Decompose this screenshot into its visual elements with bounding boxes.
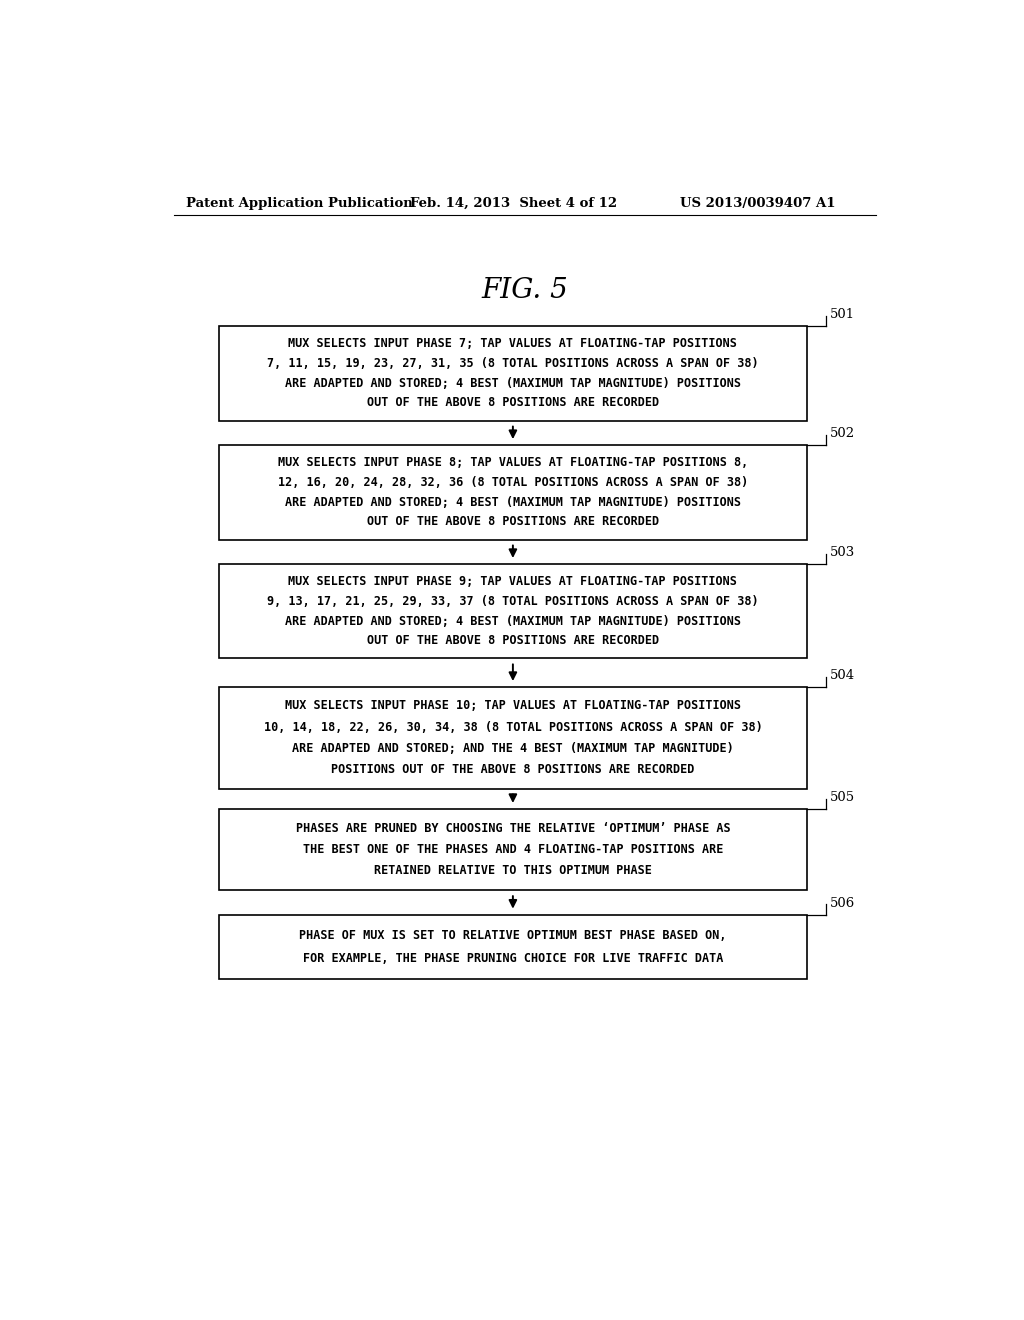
Text: 502: 502 <box>830 426 855 440</box>
Text: POSITIONS OUT OF THE ABOVE 8 POSITIONS ARE RECORDED: POSITIONS OUT OF THE ABOVE 8 POSITIONS A… <box>331 763 694 776</box>
Text: FOR EXAMPLE, THE PHASE PRUNING CHOICE FOR LIVE TRAFFIC DATA: FOR EXAMPLE, THE PHASE PRUNING CHOICE FO… <box>303 952 723 965</box>
Text: ARE ADAPTED AND STORED; 4 BEST (MAXIMUM TAP MAGNITUDE) POSITIONS: ARE ADAPTED AND STORED; 4 BEST (MAXIMUM … <box>285 376 741 389</box>
Bar <box>219 564 807 659</box>
Text: FIG. 5: FIG. 5 <box>481 277 568 304</box>
Text: MUX SELECTS INPUT PHASE 7; TAP VALUES AT FLOATING-TAP POSITIONS: MUX SELECTS INPUT PHASE 7; TAP VALUES AT… <box>289 338 737 350</box>
Text: OUT OF THE ABOVE 8 POSITIONS ARE RECORDED: OUT OF THE ABOVE 8 POSITIONS ARE RECORDE… <box>367 515 659 528</box>
Bar <box>219 686 807 788</box>
Text: Patent Application Publication: Patent Application Publication <box>186 197 413 210</box>
Text: MUX SELECTS INPUT PHASE 9; TAP VALUES AT FLOATING-TAP POSITIONS: MUX SELECTS INPUT PHASE 9; TAP VALUES AT… <box>289 576 737 589</box>
Text: 503: 503 <box>830 546 856 558</box>
Text: OUT OF THE ABOVE 8 POSITIONS ARE RECORDED: OUT OF THE ABOVE 8 POSITIONS ARE RECORDE… <box>367 396 659 409</box>
Text: 506: 506 <box>830 896 856 909</box>
Text: 9, 13, 17, 21, 25, 29, 33, 37 (8 TOTAL POSITIONS ACROSS A SPAN OF 38): 9, 13, 17, 21, 25, 29, 33, 37 (8 TOTAL P… <box>267 595 759 607</box>
Text: Feb. 14, 2013  Sheet 4 of 12: Feb. 14, 2013 Sheet 4 of 12 <box>410 197 616 210</box>
Bar <box>219 915 807 978</box>
Text: MUX SELECTS INPUT PHASE 8; TAP VALUES AT FLOATING-TAP POSITIONS 8,: MUX SELECTS INPUT PHASE 8; TAP VALUES AT… <box>278 457 748 469</box>
Text: OUT OF THE ABOVE 8 POSITIONS ARE RECORDED: OUT OF THE ABOVE 8 POSITIONS ARE RECORDE… <box>367 634 659 647</box>
Text: THE BEST ONE OF THE PHASES AND 4 FLOATING-TAP POSITIONS ARE: THE BEST ONE OF THE PHASES AND 4 FLOATIN… <box>303 843 723 857</box>
Text: 10, 14, 18, 22, 26, 30, 34, 38 (8 TOTAL POSITIONS ACROSS A SPAN OF 38): 10, 14, 18, 22, 26, 30, 34, 38 (8 TOTAL … <box>263 721 762 734</box>
Text: ARE ADAPTED AND STORED; 4 BEST (MAXIMUM TAP MAGNITUDE) POSITIONS: ARE ADAPTED AND STORED; 4 BEST (MAXIMUM … <box>285 495 741 508</box>
Text: RETAINED RELATIVE TO THIS OPTIMUM PHASE: RETAINED RELATIVE TO THIS OPTIMUM PHASE <box>374 865 652 878</box>
Bar <box>219 445 807 540</box>
Bar <box>219 809 807 890</box>
Bar <box>219 326 807 421</box>
Text: 504: 504 <box>830 669 855 682</box>
Text: 505: 505 <box>830 791 855 804</box>
Text: 12, 16, 20, 24, 28, 32, 36 (8 TOTAL POSITIONS ACROSS A SPAN OF 38): 12, 16, 20, 24, 28, 32, 36 (8 TOTAL POSI… <box>278 477 748 488</box>
Text: US 2013/0039407 A1: US 2013/0039407 A1 <box>680 197 835 210</box>
Text: PHASES ARE PRUNED BY CHOOSING THE RELATIVE ‘OPTIMUM’ PHASE AS: PHASES ARE PRUNED BY CHOOSING THE RELATI… <box>296 821 730 834</box>
Text: PHASE OF MUX IS SET TO RELATIVE OPTIMUM BEST PHASE BASED ON,: PHASE OF MUX IS SET TO RELATIVE OPTIMUM … <box>299 929 727 941</box>
Text: ARE ADAPTED AND STORED; 4 BEST (MAXIMUM TAP MAGNITUDE) POSITIONS: ARE ADAPTED AND STORED; 4 BEST (MAXIMUM … <box>285 615 741 627</box>
Text: 7, 11, 15, 19, 23, 27, 31, 35 (8 TOTAL POSITIONS ACROSS A SPAN OF 38): 7, 11, 15, 19, 23, 27, 31, 35 (8 TOTAL P… <box>267 356 759 370</box>
Text: ARE ADAPTED AND STORED; AND THE 4 BEST (MAXIMUM TAP MAGNITUDE): ARE ADAPTED AND STORED; AND THE 4 BEST (… <box>292 742 734 755</box>
Text: MUX SELECTS INPUT PHASE 10; TAP VALUES AT FLOATING-TAP POSITIONS: MUX SELECTS INPUT PHASE 10; TAP VALUES A… <box>285 700 741 713</box>
Text: 501: 501 <box>830 308 855 321</box>
